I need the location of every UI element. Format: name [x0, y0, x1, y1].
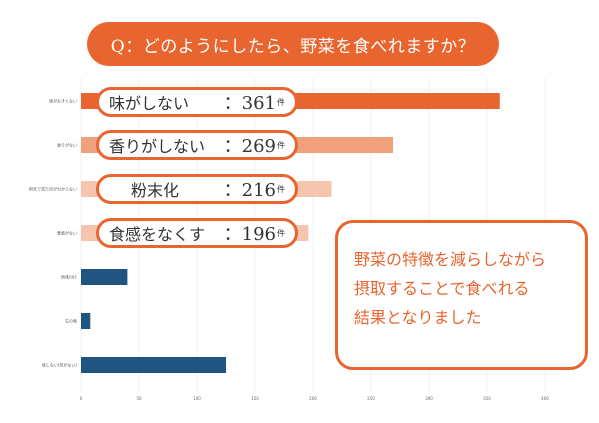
label-layer: 0 50 100 150 200 250 300 350 400 味がおきくない香りがない粉末で見…: [29, 98, 549, 402]
callout-value: ：361: [223, 93, 276, 114]
callout-taste: 味がしない ：361 件: [96, 87, 298, 117]
category-label: 生の物: [65, 318, 77, 324]
bar: [81, 269, 128, 285]
category-label: 香りがない: [57, 142, 77, 148]
x-tick-label: 0: [80, 396, 83, 401]
callout-unit: 件: [277, 185, 285, 194]
callout-smell: 香りがしない ：269 件: [96, 130, 298, 160]
x-tick-label: 150: [251, 396, 259, 401]
summary-line: 摂取することで食べれる: [354, 279, 530, 298]
x-tick-label: 350: [483, 396, 491, 401]
callout-unit: 件: [277, 98, 285, 107]
callout-label: 味がしない: [109, 94, 190, 113]
bar: [81, 357, 226, 373]
callout-powder: 粉末化 ：216 件: [96, 174, 298, 204]
callout-label: 香りがしない: [109, 137, 206, 156]
category-label: 他味付け: [61, 274, 77, 280]
x-tick-label: 400: [541, 396, 549, 401]
x-tick-label: 50: [136, 396, 142, 401]
x-tick-label: 250: [367, 396, 375, 401]
callout-value: ：269: [223, 136, 276, 157]
callout-unit: 件: [277, 229, 285, 238]
x-tick-label: 200: [309, 396, 317, 401]
x-tick-label: 100: [193, 396, 201, 401]
callout-value: ：216: [223, 180, 276, 201]
summary-line: 結果となりました: [354, 308, 482, 327]
callout-label: 食感をなくす: [109, 225, 206, 244]
callout-label: 粉末化: [131, 181, 180, 200]
callout-unit: 件: [277, 141, 285, 150]
category-label: 味がおきくない: [49, 98, 77, 104]
category-label: 食感がない: [57, 230, 77, 236]
bar: [81, 313, 91, 329]
callout-texture: 食感をなくす ：196 件: [96, 218, 298, 248]
x-tick-label: 300: [425, 396, 433, 401]
question-title: Q：どのようにしたら、野菜を食べれますか？: [87, 22, 499, 66]
summary-box: 野菜の特徴を減らしながら 摂取することで食べれる 結果となりました: [335, 220, 588, 370]
category-label: 味しない(形がない): [42, 362, 78, 368]
summary-line: 野菜の特徴を減らしながら: [354, 250, 547, 269]
category-label: 粉末で見た目がわからない: [29, 186, 77, 192]
callout-value: ：196: [223, 224, 276, 245]
